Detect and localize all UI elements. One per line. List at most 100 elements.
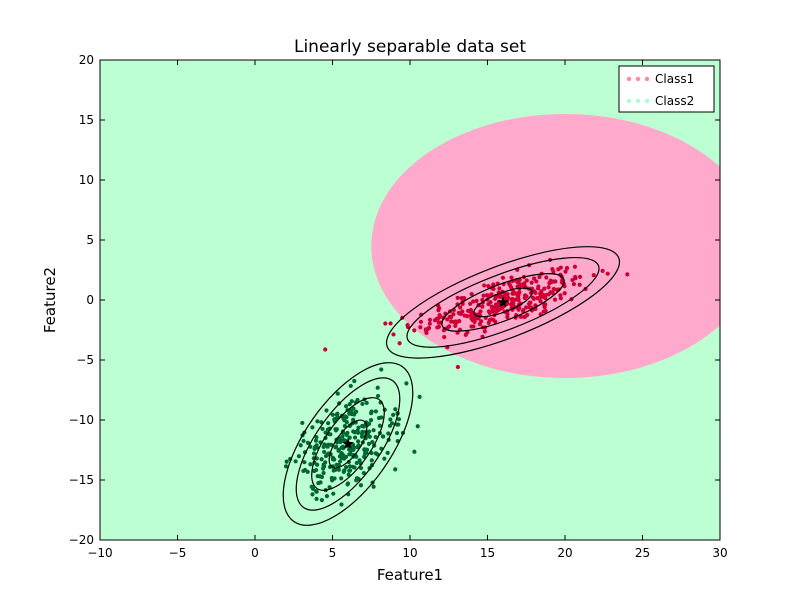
data-point [516,307,521,312]
chart-title: Linearly separable data set [294,37,526,57]
contour-ellipse [406,256,600,348]
data-point [347,402,352,407]
data-point [591,273,596,278]
data-point [283,464,289,469]
data-point [529,280,534,285]
data-point [371,484,376,489]
data-point [314,435,319,440]
data-point [356,443,361,448]
data-point [336,467,342,472]
legend: Class1 Class2 [618,65,715,113]
data-point [391,332,396,337]
series-class1 [323,246,630,370]
data-point [481,293,486,298]
data-point [571,282,577,287]
x-tick-label: 15 [480,546,495,560]
data-point [469,310,475,315]
mean-star-marker [342,438,354,449]
y-axis-ticks: −20 −15 −10 −5 0 5 10 15 20 [69,53,720,547]
data-point [331,491,336,496]
data-point [341,444,346,449]
data-point [302,467,308,473]
data-point [336,463,342,468]
data-point [486,284,491,289]
data-point [528,300,533,305]
x-tick-label: 25 [635,546,650,560]
data-point [315,419,320,424]
data-point [505,312,510,317]
data-point [350,446,355,451]
x-tick-label: 20 [557,546,572,560]
data-point [511,291,516,296]
data-point [357,458,362,463]
data-point [343,404,349,409]
data-point [577,274,583,279]
data-point [455,295,460,300]
y-tick-label: −10 [69,413,94,427]
data-point [393,407,398,412]
data-point [319,474,325,480]
data-point [327,485,332,490]
data-point [324,494,330,499]
data-point [350,442,356,447]
x-tick-label: −5 [169,546,187,560]
data-point [542,303,547,308]
data-point [404,381,409,386]
data-point [424,330,429,335]
data-point [293,459,298,464]
data-point [319,498,325,503]
data-point [300,420,305,426]
data-point [346,472,351,477]
data-point [314,496,319,501]
data-point [393,467,398,472]
data-point [344,415,349,420]
data-point [344,432,349,437]
data-point [338,454,344,459]
data-point [347,468,353,473]
data-point [531,296,536,301]
data-point [476,316,481,321]
legend-dot [635,98,641,104]
data-point [377,423,383,428]
mean-star-marker [497,296,509,308]
data-point [360,401,365,407]
data-point [515,284,520,289]
data-point [471,324,476,329]
data-point [482,329,487,334]
legend-label: Class2 [655,94,694,108]
data-point [506,295,511,301]
data-point [552,297,558,302]
data-point [445,317,450,322]
data-point [524,278,529,283]
data-point [484,293,490,298]
y-tick-label: −5 [76,353,94,367]
data-point [311,451,317,456]
data-point [405,323,410,328]
data-point [474,298,479,303]
contour-ellipse [473,287,533,318]
data-point [466,308,471,313]
contour-ellipse [328,419,368,469]
data-point [364,400,369,406]
data-point [355,428,360,433]
x-axis-label: Feature1 [377,566,443,584]
data-point [487,310,492,316]
data-point [359,434,365,439]
data-point [386,431,391,436]
data-point [521,309,526,314]
data-point [347,452,352,457]
data-point [417,394,422,399]
data-point [333,444,339,449]
data-point [564,266,570,271]
data-point [479,319,484,324]
data-point [344,420,349,425]
data-point [605,271,610,276]
data-point [458,305,463,310]
legend-box [618,65,715,113]
contour-ellipse [311,397,385,491]
data-point [335,391,340,396]
data-point [498,294,503,299]
data-point [319,457,324,462]
data-point [342,423,348,429]
data-point [351,417,356,422]
